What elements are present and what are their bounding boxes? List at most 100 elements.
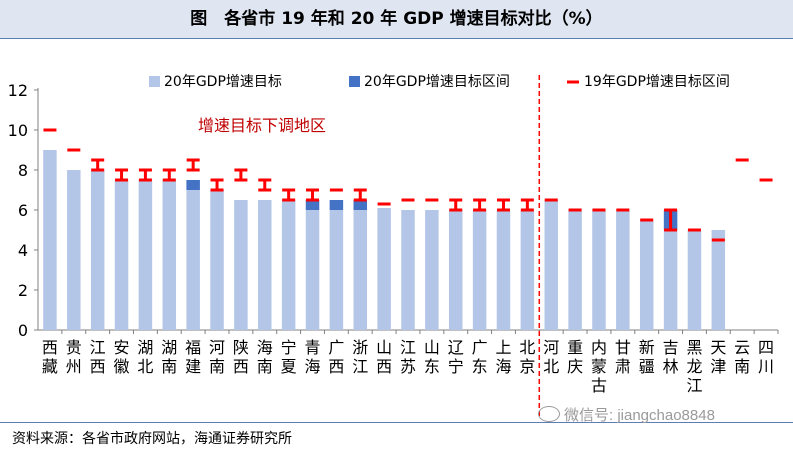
annotation-text: 增速目标下调地区 [198, 116, 326, 135]
x-tick-label: 西 [42, 338, 58, 357]
legend-label: 20年GDP增速目标 [164, 74, 282, 90]
bar-chart: 024681012西藏贵州江西安徽湖北湖南福建河南陕西海南宁夏青海广西浙江山西江… [8, 74, 779, 417]
x-tick-label: 辽 [448, 338, 464, 357]
x-tick-label: 江 [400, 338, 416, 357]
x-tick-label: 西 [233, 357, 249, 376]
bar-2020-target [329, 210, 344, 330]
bar-2020-target [568, 210, 582, 330]
x-tick-label: 北 [137, 357, 153, 376]
x-tick-label: 西 [90, 357, 106, 376]
bar-2020-target [234, 200, 248, 330]
bar-2020-range [329, 200, 344, 210]
bar-2020-target [43, 150, 57, 330]
bar-2020-target [90, 170, 105, 330]
x-tick-label: 贵 [66, 338, 82, 357]
x-tick-label: 海 [495, 357, 511, 376]
x-tick-label: 安 [114, 338, 130, 357]
bar-2020-target [138, 180, 153, 330]
x-tick-label: 宁 [281, 338, 297, 357]
legend-label: 20年GDP增速目标区间 [364, 74, 510, 90]
bar-2020-target [520, 210, 535, 330]
bar-2020-target [67, 170, 81, 330]
bar-2020-range [186, 180, 200, 190]
bar-2020-target [425, 210, 439, 330]
x-tick-label: 西 [376, 357, 392, 376]
bar-2020-target [162, 180, 177, 330]
x-tick-label: 陕 [233, 338, 249, 357]
bar-2020-target [186, 190, 200, 330]
x-tick-label: 湖 [161, 338, 177, 357]
legend-label: 19年GDP增速目标区间 [584, 74, 730, 90]
y-tick-label: 4 [18, 241, 28, 260]
x-tick-label: 津 [710, 357, 726, 376]
bar-2020-target [592, 210, 606, 330]
bar-2020-target [687, 230, 702, 330]
x-tick-label: 江 [352, 357, 368, 376]
top-divider [0, 38, 793, 39]
bar-2020-target [114, 180, 129, 330]
x-tick-label: 西 [328, 357, 344, 376]
x-tick-label: 龙 [686, 357, 702, 376]
x-tick-label: 河 [543, 338, 559, 357]
x-tick-label: 海 [257, 338, 273, 357]
x-tick-label: 藏 [42, 357, 58, 376]
bar-2020-range [353, 200, 368, 210]
bar-2020-target [711, 230, 726, 330]
x-tick-label: 甘 [615, 338, 631, 357]
chart-title: 图 各省市 19 年和 20 年 GDP 增速目标对比（%） [0, 0, 793, 38]
bar-2020-target [544, 200, 558, 330]
x-tick-label: 东 [424, 357, 440, 376]
y-tick-label: 8 [18, 161, 28, 180]
x-tick-label: 山 [376, 338, 392, 357]
legend-swatch-2020-target [149, 76, 160, 87]
x-tick-label: 南 [161, 357, 177, 376]
bar-2020-target [377, 208, 391, 330]
y-tick-label: 10 [8, 121, 28, 140]
x-tick-label: 南 [734, 357, 750, 376]
x-tick-label: 重 [567, 338, 583, 357]
x-tick-label: 夏 [281, 357, 297, 376]
x-tick-label: 北 [543, 357, 559, 376]
x-tick-label: 疆 [639, 357, 655, 376]
watermark-text: 微信号: jiangchao8848 [564, 407, 715, 424]
x-tick-label: 江 [90, 338, 106, 357]
x-tick-label: 东 [472, 357, 488, 376]
x-tick-label: 庆 [567, 357, 583, 376]
x-tick-label: 建 [185, 357, 201, 376]
legend-swatch-2020-range [349, 76, 360, 87]
x-tick-label: 四 [758, 338, 774, 357]
bar-2020-target [639, 220, 654, 330]
x-tick-label: 南 [257, 357, 273, 376]
x-tick-label: 山 [424, 338, 440, 357]
x-tick-label: 州 [66, 357, 82, 376]
x-tick-label: 北 [519, 338, 535, 357]
x-tick-label: 林 [663, 357, 679, 376]
x-tick-label: 蒙 [591, 357, 607, 376]
x-tick-label: 宁 [448, 357, 464, 376]
source-note: 资料来源：各省市政府网站，海通证券研究所 [12, 431, 292, 447]
y-tick-label: 2 [18, 281, 28, 300]
x-tick-label: 广 [328, 338, 344, 357]
x-tick-label: 内 [591, 338, 607, 357]
x-tick-label: 上 [495, 338, 511, 357]
x-tick-label: 海 [305, 357, 321, 376]
x-tick-label: 古 [591, 376, 607, 395]
bar-2020-target [305, 210, 320, 330]
bar-2020-target [258, 200, 272, 330]
bar-2020-target [663, 230, 678, 330]
x-tick-label: 肃 [615, 357, 631, 376]
x-tick-label: 吉 [663, 338, 679, 357]
bar-2020-target [616, 210, 630, 330]
x-tick-label: 江 [686, 376, 702, 395]
x-tick-label: 京 [519, 357, 535, 376]
x-tick-label: 浙 [352, 338, 368, 357]
bar-2020-target [353, 210, 368, 330]
bar-2020-target [281, 200, 296, 330]
bar-2020-target [401, 210, 415, 330]
x-tick-label: 南 [209, 357, 225, 376]
bar-2020-target [448, 210, 463, 330]
bar-2020-range [305, 200, 320, 210]
x-tick-label: 新 [639, 338, 655, 357]
y-tick-label: 12 [8, 81, 28, 100]
x-tick-label: 天 [710, 338, 726, 357]
